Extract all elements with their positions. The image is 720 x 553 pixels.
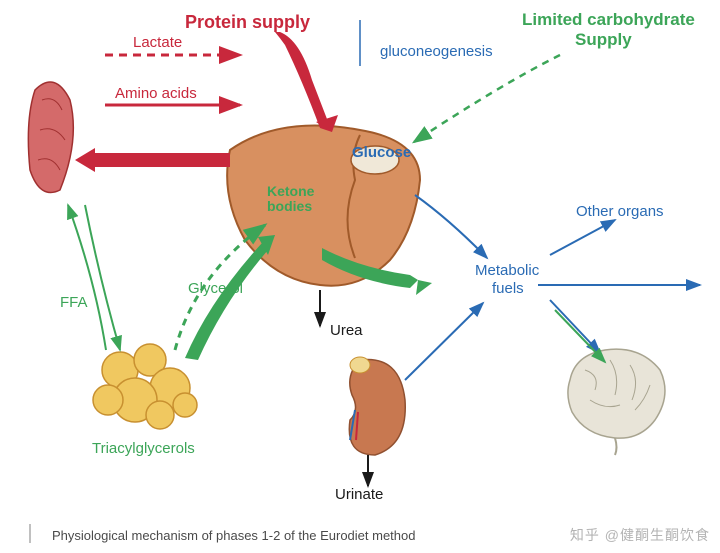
label-metabolic-2: fuels <box>492 280 524 297</box>
ketone-to-brain-green <box>555 310 605 362</box>
label-metabolic-1: Metabolic <box>475 262 539 279</box>
label-urinate: Urinate <box>335 486 383 503</box>
figure-caption: Physiological mechanism of phases 1-2 of… <box>52 528 415 543</box>
label-glucose: Glucose <box>352 144 411 161</box>
liver-ketone-out <box>322 248 418 288</box>
kidney-to-metabolic <box>405 303 483 380</box>
muscle-shape <box>28 82 73 193</box>
carb-to-liver <box>414 55 560 142</box>
label-amino-acids: Amino acids <box>115 85 197 102</box>
label-glycerol: Glycerol <box>188 280 243 297</box>
label-carb-supply-line1: Limited carbohydrate <box>522 10 695 30</box>
protein-to-liver <box>275 32 332 132</box>
fat-to-muscle-ffa <box>68 205 106 350</box>
label-lactate: Lactate <box>133 34 182 51</box>
label-ffa: FFA <box>60 294 88 311</box>
liver-to-muscle <box>95 153 230 167</box>
watermark-text: 知乎 @健酮生酮饮食 <box>570 525 710 545</box>
diagram-canvas: Protein supply Limited carbohydrate Supp… <box>0 0 720 553</box>
label-protein-supply: Protein supply <box>185 12 310 33</box>
glucose-to-metabolic <box>415 195 487 258</box>
metabolic-to-other <box>550 220 615 255</box>
fat-to-liver-ffa <box>185 235 275 360</box>
label-triacylglycerols: Triacylglycerols <box>92 440 195 457</box>
kidney-shape <box>349 357 405 455</box>
fat-shape <box>93 344 197 429</box>
label-carb-supply-line2: Supply <box>575 30 632 50</box>
label-other-organs: Other organs <box>576 203 664 220</box>
metabolic-to-brain-blue <box>550 300 600 353</box>
label-gluconeogenesis: gluconeogenesis <box>380 43 493 60</box>
muscle-to-fat <box>85 205 120 350</box>
brain-shape <box>568 349 665 455</box>
diagram-svg <box>0 0 720 553</box>
label-urea: Urea <box>330 322 363 339</box>
label-ketone-bodies-2: bodies <box>267 198 312 214</box>
label-ketone-bodies-1: Ketone <box>267 183 314 199</box>
